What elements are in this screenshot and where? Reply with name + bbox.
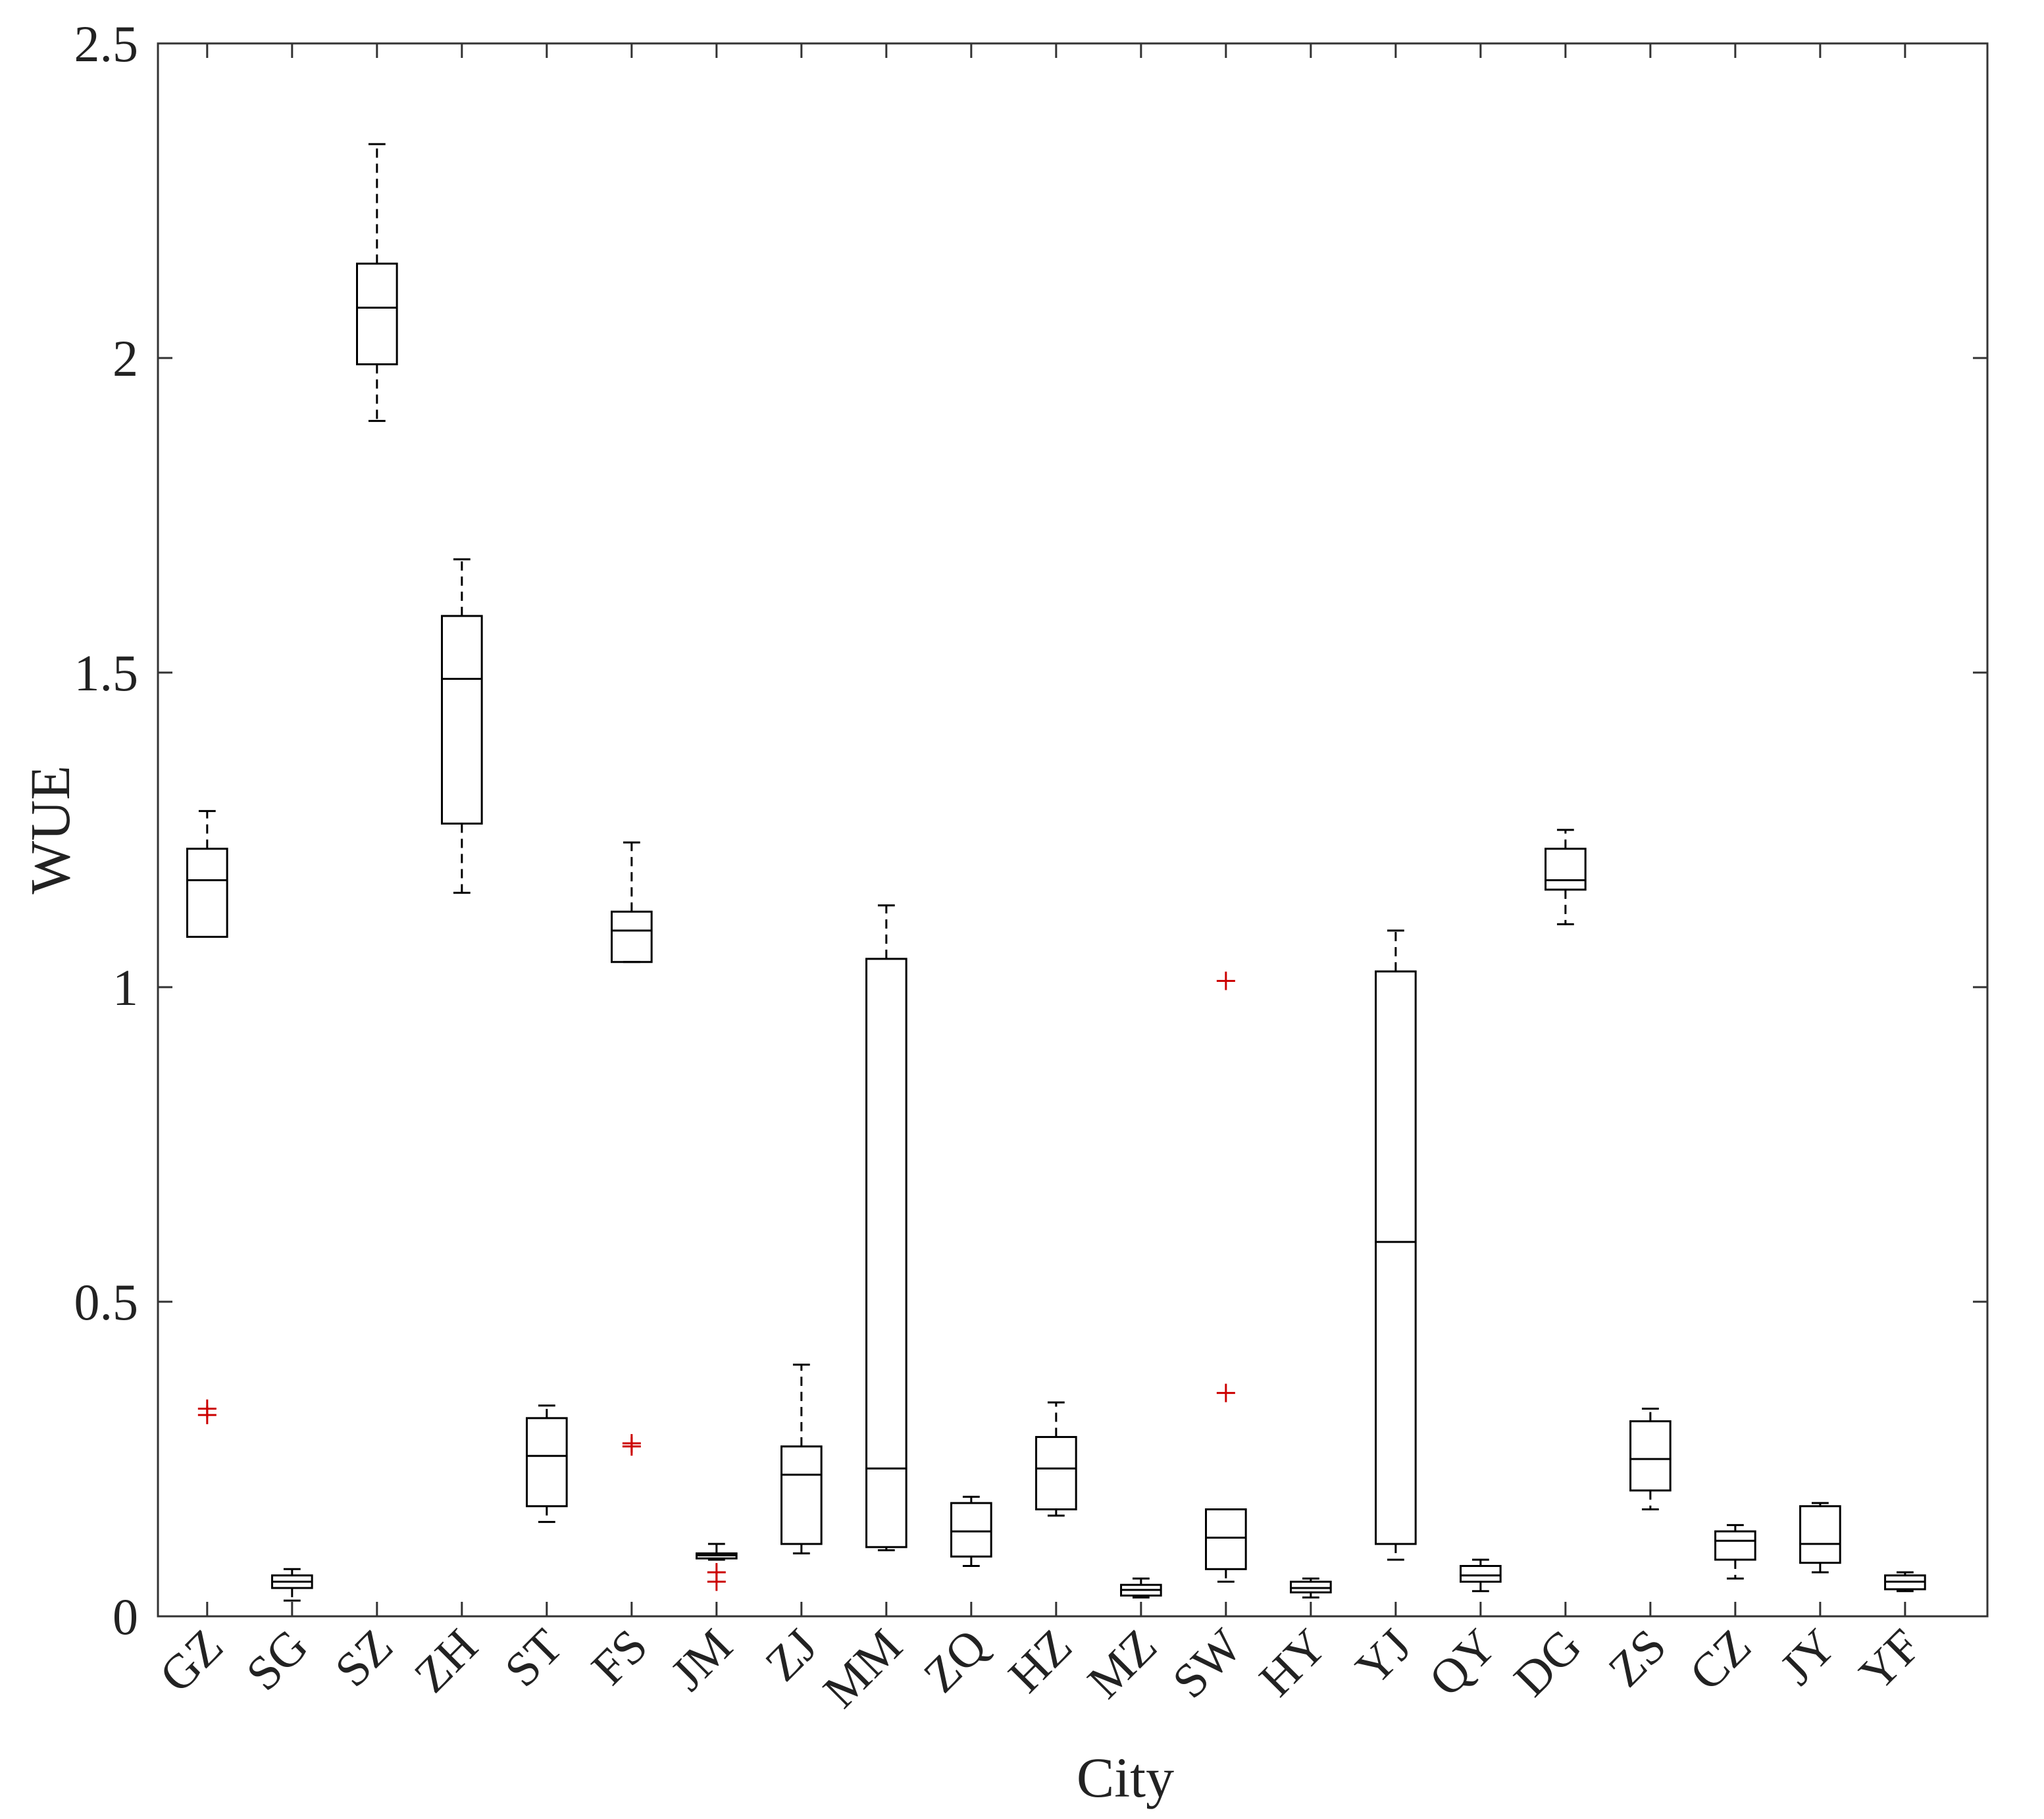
box-CZ	[1714, 1530, 1756, 1561]
axes-frame	[157, 42, 1989, 1618]
box-JY	[1799, 1505, 1841, 1564]
box-GZ	[186, 848, 228, 938]
y-tick-label: 1	[113, 959, 138, 1016]
y-tick-label: 0.5	[74, 1273, 139, 1331]
box-MM	[865, 958, 907, 1549]
y-tick-label: 2	[113, 330, 138, 387]
outlier-marker	[707, 1572, 726, 1591]
box-ZQ	[950, 1502, 992, 1558]
box-ZS	[1629, 1420, 1672, 1492]
box-ZJ	[780, 1445, 823, 1545]
box-DG	[1545, 848, 1587, 891]
box-YJ	[1375, 970, 1417, 1545]
box-SW	[1205, 1508, 1247, 1570]
y-tick-label: 1.5	[74, 644, 139, 702]
outlier-marker	[1216, 971, 1235, 990]
box-QY	[1460, 1565, 1502, 1583]
x-axis-title: City	[1077, 1746, 1174, 1809]
outlier-marker	[1216, 1383, 1235, 1402]
box-ZH	[441, 615, 483, 825]
box-ST	[526, 1417, 568, 1508]
y-tick-label: 2.5	[74, 15, 139, 72]
box-SZ	[356, 263, 398, 366]
outlier-marker	[622, 1434, 641, 1453]
box-FS	[611, 910, 653, 963]
y-axis-title: WUE	[18, 765, 82, 894]
outlier-marker	[197, 1399, 217, 1418]
y-tick-label: 0	[113, 1588, 138, 1645]
box-HZ	[1035, 1436, 1077, 1510]
